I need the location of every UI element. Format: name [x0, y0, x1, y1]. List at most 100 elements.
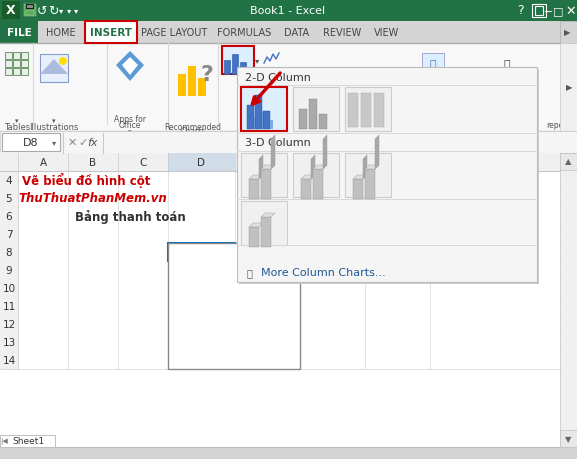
Bar: [270, 121, 273, 130]
Bar: [0, 243, 18, 262]
Text: 3-D Column: 3-D Column: [245, 138, 311, 148]
Text: Illustrations: Illustrations: [29, 122, 78, 131]
Bar: [345, 154, 391, 197]
Bar: [560, 154, 577, 447]
Text: Apps for: Apps for: [114, 115, 146, 124]
Bar: [319, 115, 327, 130]
Bar: [18, 243, 560, 262]
Bar: [5, 61, 12, 68]
Text: Tháng 3: Tháng 3: [172, 283, 218, 294]
Bar: [235, 280, 300, 297]
Bar: [2, 2, 20, 20]
Text: 6: 6: [6, 212, 12, 222]
Bar: [254, 118, 257, 130]
Polygon shape: [249, 176, 263, 179]
Text: Tháng 7: Tháng 7: [172, 355, 218, 365]
Bar: [26, 5, 34, 10]
Polygon shape: [271, 136, 275, 170]
Text: Tháng 6: Tháng 6: [172, 337, 218, 347]
Text: More Column Charts...: More Column Charts...: [261, 268, 386, 277]
Text: ▲: ▲: [565, 157, 571, 166]
Text: Tháng 4: Tháng 4: [172, 301, 218, 312]
Text: □: □: [553, 6, 563, 16]
Polygon shape: [301, 176, 315, 179]
Bar: [249, 179, 259, 200]
Bar: [255, 96, 262, 130]
Bar: [241, 88, 287, 132]
Circle shape: [59, 58, 67, 66]
Bar: [0, 190, 18, 207]
Bar: [24, 5, 36, 17]
Bar: [0, 154, 560, 172]
Bar: [0, 154, 577, 447]
Text: Tháng 1: Tháng 1: [172, 247, 218, 257]
Text: D: D: [197, 157, 205, 168]
Text: 4: 4: [6, 176, 12, 185]
Text: |◀: |◀: [0, 437, 8, 444]
Bar: [0, 22, 577, 44]
Text: Charts: Charts: [181, 127, 205, 136]
Polygon shape: [259, 156, 263, 179]
Bar: [560, 430, 577, 447]
Bar: [232, 55, 238, 75]
Bar: [18, 172, 560, 190]
Text: ↻: ↻: [48, 5, 58, 17]
Bar: [26, 12, 34, 16]
Bar: [361, 94, 371, 128]
Polygon shape: [313, 166, 327, 170]
Text: 9: 9: [6, 265, 12, 275]
Bar: [0, 262, 18, 280]
Bar: [0, 0, 577, 22]
Text: E: E: [264, 157, 270, 168]
Bar: [353, 179, 363, 200]
Text: View: View: [424, 121, 442, 130]
Text: ▾: ▾: [516, 123, 520, 129]
Text: X: X: [6, 5, 16, 17]
Bar: [18, 262, 560, 280]
Bar: [262, 113, 265, 130]
Bar: [261, 218, 271, 247]
Text: 900: 900: [276, 265, 297, 275]
Text: ▾: ▾: [53, 118, 56, 124]
Bar: [188, 67, 196, 97]
Bar: [249, 228, 259, 247]
Text: ▾: ▾: [74, 6, 78, 16]
Text: 400: 400: [276, 302, 297, 311]
Bar: [0, 22, 38, 44]
Bar: [0, 351, 18, 369]
Text: Bảng thanh toán: Bảng thanh toán: [74, 210, 185, 224]
Text: VIEW: VIEW: [374, 28, 400, 38]
Text: ✕: ✕: [566, 5, 576, 17]
Bar: [293, 154, 339, 197]
Text: Recommended: Recommended: [164, 122, 222, 131]
Bar: [0, 132, 577, 154]
Bar: [0, 333, 18, 351]
Text: Tables: Tables: [4, 122, 30, 131]
Text: ▾: ▾: [128, 129, 132, 134]
Bar: [235, 315, 300, 333]
Bar: [18, 190, 560, 207]
Bar: [168, 154, 235, 172]
Text: ✕: ✕: [68, 138, 77, 148]
Bar: [293, 88, 339, 132]
Text: ThuThuatPhanMem.vn: ThuThuatPhanMem.vn: [18, 192, 167, 205]
Bar: [18, 280, 560, 297]
Text: FORMULAS: FORMULAS: [217, 28, 271, 38]
Text: -200: -200: [272, 355, 297, 365]
Text: ▶: ▶: [564, 28, 570, 38]
Text: ▼: ▼: [565, 435, 571, 443]
Text: 5: 5: [6, 194, 12, 203]
Text: F: F: [329, 157, 335, 168]
Bar: [168, 262, 235, 280]
Text: ▾: ▾: [67, 6, 71, 16]
Bar: [560, 44, 577, 132]
Bar: [345, 88, 391, 132]
Text: Vẽ biểu đồ hình cột: Vẽ biểu đồ hình cột: [22, 173, 151, 188]
Bar: [240, 63, 246, 75]
Bar: [422, 54, 444, 76]
Bar: [535, 7, 543, 16]
Polygon shape: [365, 166, 379, 170]
Bar: [560, 154, 577, 171]
Bar: [168, 297, 235, 315]
Bar: [560, 22, 577, 44]
